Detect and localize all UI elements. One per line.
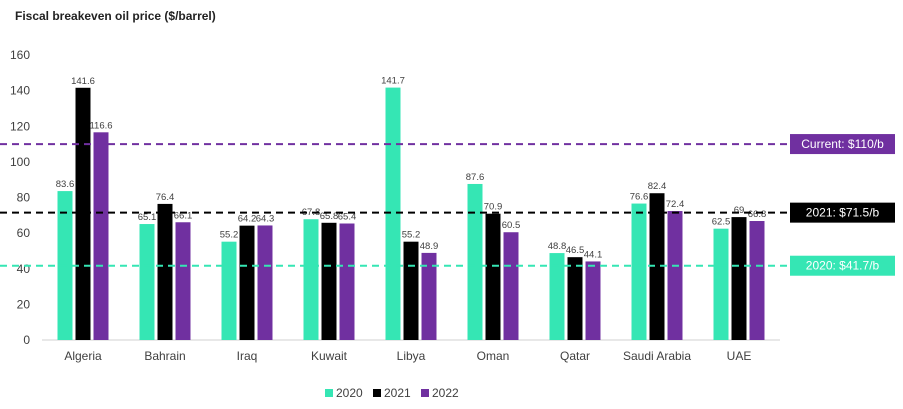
bar-2022-algeria [93, 132, 109, 340]
data-label: 116.6 [89, 120, 112, 131]
x-tick-label: Qatar [560, 349, 590, 363]
bar-2021-bahrain [157, 203, 173, 340]
data-label: 66.1 [174, 210, 193, 221]
data-label: 64.2 [238, 214, 257, 225]
bar-2022-kuwait [339, 223, 355, 340]
bar-2021-saudi-arabia [649, 193, 665, 340]
x-tick-label: UAE [727, 349, 752, 363]
x-tick-label: Saudi Arabia [623, 349, 691, 363]
reference-label-box [790, 255, 895, 276]
bar-2022-saudi-arabia [667, 211, 683, 340]
bar-2020-saudi-arabia [631, 203, 647, 340]
bar-2020-oman [467, 183, 483, 340]
data-label: 64.3 [256, 213, 275, 224]
bar-2020-kuwait [303, 219, 319, 340]
x-tick-label: Oman [477, 349, 510, 363]
reference-label-box [790, 134, 895, 155]
bar-2022-libya [421, 252, 437, 340]
bar-2020-uae [713, 228, 729, 340]
bar-2021-qatar [567, 257, 583, 340]
data-label: 66.8 [748, 209, 767, 220]
y-tick-label: 120 [10, 119, 30, 133]
bar-2020-qatar [549, 253, 565, 340]
reference-label: Current: $110/b [801, 137, 884, 151]
data-label: 46.5 [566, 245, 585, 256]
data-label: 82.4 [648, 181, 667, 192]
data-label: 65.4 [338, 212, 357, 223]
x-tick-label: Bahrain [144, 349, 185, 363]
reference-label: 2021: $71.5/b [806, 206, 880, 220]
data-label: 69 [734, 205, 745, 216]
bar-2021-iraq [239, 225, 255, 340]
data-label: 141.6 [71, 76, 95, 87]
bar-2021-oman [485, 213, 501, 340]
bar-2021-kuwait [321, 222, 337, 340]
bar-2022-bahrain [175, 222, 191, 340]
reference-label-box [790, 202, 895, 223]
bar-2020-bahrain [139, 224, 155, 340]
data-label: 76.6 [630, 192, 649, 203]
data-label: 55.2 [402, 230, 421, 241]
bar-2021-algeria [75, 87, 91, 341]
bar-2021-libya [403, 241, 419, 340]
y-tick-label: 0 [23, 333, 30, 347]
legend-label: 2022 [432, 386, 459, 400]
legend-swatch [421, 389, 429, 397]
data-label: 76.4 [156, 192, 175, 203]
data-label: 44.1 [584, 249, 603, 260]
x-tick-label: Libya [397, 349, 426, 363]
bar-2020-iraq [221, 241, 237, 340]
x-tick-label: Iraq [237, 349, 258, 363]
data-label: 83.6 [56, 179, 75, 190]
bar-2020-libya [385, 87, 401, 340]
y-tick-label: 60 [17, 226, 31, 240]
y-tick-label: 140 [10, 84, 30, 98]
legend-label: 2020 [336, 386, 363, 400]
x-tick-label: Algeria [64, 349, 102, 363]
bar-2022-oman [503, 232, 519, 340]
y-tick-label: 40 [17, 262, 31, 276]
y-tick-label: 100 [10, 155, 30, 169]
x-tick-label: Kuwait [311, 349, 348, 363]
data-label: 72.4 [666, 199, 685, 210]
legend-swatch [373, 389, 381, 397]
y-tick-label: 20 [17, 297, 31, 311]
bar-2022-qatar [585, 261, 601, 340]
data-label: 55.2 [220, 230, 239, 241]
legend-swatch [325, 389, 333, 397]
legend-label: 2021 [384, 386, 411, 400]
data-label: 70.9 [484, 202, 503, 213]
data-label: 62.5 [712, 217, 731, 228]
y-tick-label: 80 [17, 191, 31, 205]
data-label: 60.5 [502, 220, 521, 231]
reference-label: 2020: $41.7/b [806, 259, 880, 273]
bar-2021-uae [731, 217, 747, 340]
chart-title: Fiscal breakeven oil price ($/barrel) [15, 9, 216, 23]
bar-2022-uae [749, 221, 765, 340]
data-label: 65.1 [138, 212, 157, 223]
data-label: 48.8 [548, 241, 567, 252]
data-label: 67.8 [302, 207, 321, 218]
bar-2022-iraq [257, 225, 273, 340]
data-label: 87.6 [466, 172, 485, 183]
y-tick-label: 160 [10, 48, 30, 62]
data-label: 48.9 [420, 241, 439, 252]
data-label: 65.8 [320, 211, 339, 222]
data-label: 141.7 [381, 76, 405, 87]
